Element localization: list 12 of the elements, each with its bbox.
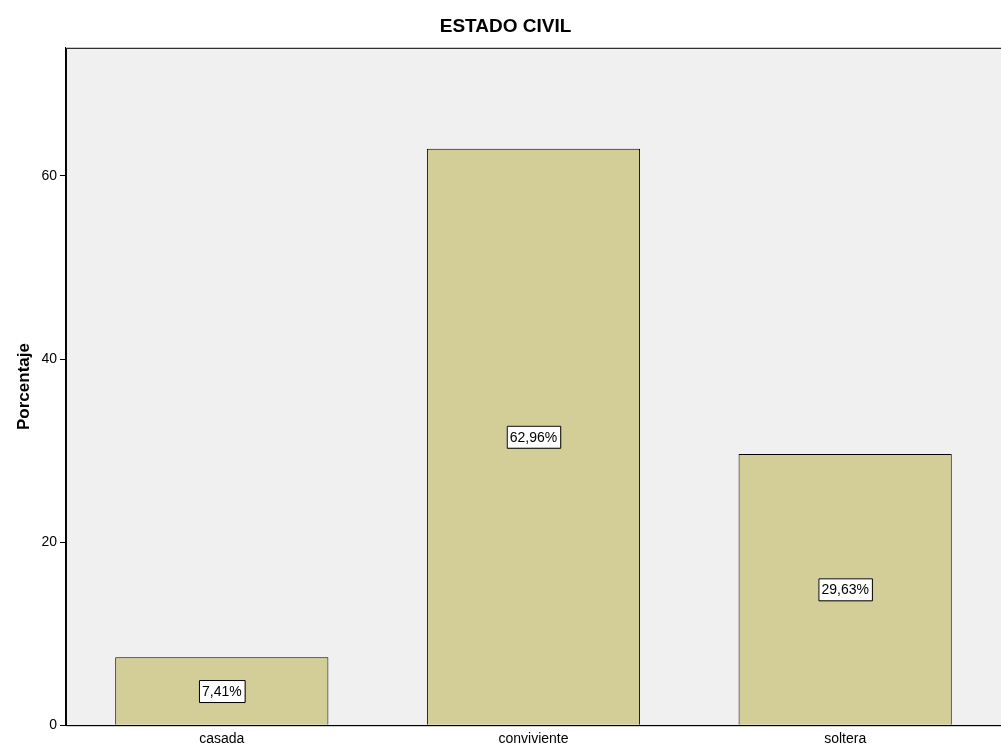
y-tick-label: 60 bbox=[41, 166, 58, 183]
x-tick-label: soltera bbox=[824, 730, 867, 747]
data-label: 7,41% bbox=[201, 682, 242, 699]
y-tick-label: 0 bbox=[49, 716, 58, 733]
y-axis-title: Porcentaje bbox=[13, 343, 33, 430]
chart-title: ESTADO CIVIL bbox=[439, 14, 572, 36]
data-label: 62,96% bbox=[509, 428, 558, 445]
x-tick-label: casada bbox=[199, 730, 245, 747]
data-label: 29,63% bbox=[821, 581, 869, 598]
y-tick-label: 20 bbox=[41, 532, 58, 549]
y-tick-label: 40 bbox=[41, 349, 58, 366]
x-tick-label: conviviente bbox=[498, 730, 569, 747]
